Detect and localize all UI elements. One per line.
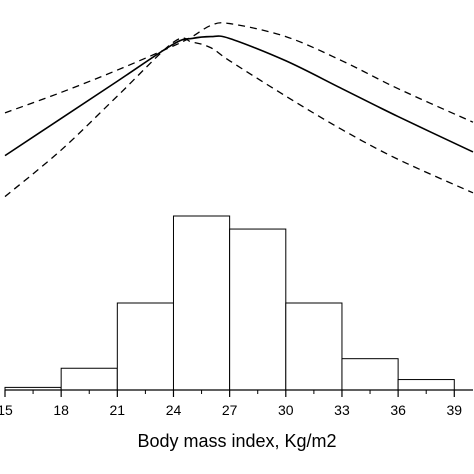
x-axis-ticks: 15 18 21 24 27 30 33 36 39 [0, 390, 462, 418]
histogram-bar [60, 367, 118, 391]
histogram-bar [397, 379, 455, 391]
x-tick-label: 39 [446, 402, 462, 418]
histogram-bars [4, 215, 455, 391]
histogram-bar [116, 302, 174, 391]
x-tick-label: 18 [53, 402, 69, 418]
x-tick-label: 33 [334, 402, 350, 418]
confidence-bound-curve [4, 22, 474, 123]
histogram-bar [229, 228, 287, 391]
histogram-bar [341, 358, 399, 391]
x-tick-label: 30 [278, 402, 294, 418]
x-tick-label: 24 [166, 402, 182, 418]
estimate-curve [4, 35, 474, 157]
curve-lines [4, 22, 474, 198]
x-tick-label: 21 [110, 402, 126, 418]
histogram-bar [285, 302, 343, 391]
confidence-bound-curve [4, 37, 474, 198]
histogram-bar [172, 215, 231, 391]
x-tick-label: 15 [0, 402, 13, 418]
x-axis-title: Body mass index, Kg/m2 [137, 431, 336, 451]
x-tick-label: 27 [222, 402, 238, 418]
x-tick-label: 36 [390, 402, 406, 418]
